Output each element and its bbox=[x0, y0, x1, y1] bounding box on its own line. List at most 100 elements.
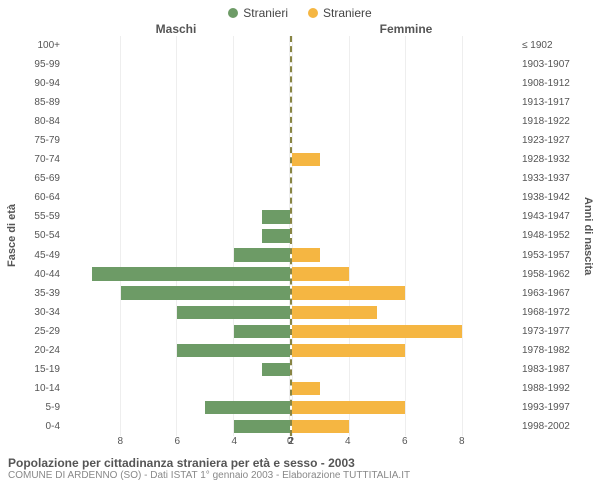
bar-female bbox=[292, 286, 405, 299]
x-tick: 4 bbox=[231, 436, 237, 447]
bar-male bbox=[262, 210, 290, 223]
bar-row-female bbox=[292, 265, 518, 284]
legend-male: Stranieri bbox=[228, 6, 288, 20]
bar-male bbox=[262, 363, 290, 376]
bar-row-female bbox=[292, 74, 518, 93]
birth-tick: 1968-1972 bbox=[522, 303, 580, 322]
birth-tick: 1998-2002 bbox=[522, 417, 580, 436]
legend: Stranieri Straniere bbox=[0, 0, 600, 22]
bar-row-male bbox=[64, 246, 290, 265]
bar-row-female bbox=[292, 55, 518, 74]
age-tick: 100+ bbox=[20, 36, 60, 55]
legend-female: Straniere bbox=[308, 6, 372, 20]
bar-row-male bbox=[64, 303, 290, 322]
age-tick: 40-44 bbox=[20, 265, 60, 284]
x-tick: 4 bbox=[345, 436, 351, 447]
x-tick: 6 bbox=[174, 436, 180, 447]
birth-ticks: ≤ 19021903-19071908-19121913-19171918-19… bbox=[518, 36, 580, 436]
birth-tick: 1943-1947 bbox=[522, 207, 580, 226]
bar-row-male bbox=[64, 74, 290, 93]
bar-row-male bbox=[64, 379, 290, 398]
bar-row-female bbox=[292, 379, 518, 398]
age-tick: 10-14 bbox=[20, 379, 60, 398]
bar-female bbox=[292, 420, 349, 433]
bar-row-male bbox=[64, 398, 290, 417]
birth-tick: 1993-1997 bbox=[522, 398, 580, 417]
bar-male bbox=[177, 344, 290, 357]
age-tick: 65-69 bbox=[20, 169, 60, 188]
bar-row-male bbox=[64, 55, 290, 74]
legend-female-label: Straniere bbox=[323, 6, 372, 20]
birth-tick: 1953-1957 bbox=[522, 246, 580, 265]
birth-tick: 1983-1987 bbox=[522, 360, 580, 379]
swatch-female bbox=[308, 8, 318, 18]
age-ticks: 100+95-9990-9485-8980-8475-7970-7465-696… bbox=[20, 36, 64, 436]
x-tick: 8 bbox=[117, 436, 123, 447]
swatch-male bbox=[228, 8, 238, 18]
bar-row-male bbox=[64, 322, 290, 341]
age-tick: 25-29 bbox=[20, 322, 60, 341]
birth-tick: 1908-1912 bbox=[522, 74, 580, 93]
bar-male bbox=[234, 420, 291, 433]
bar-row-female bbox=[292, 169, 518, 188]
bar-row-female bbox=[292, 150, 518, 169]
age-tick: 35-39 bbox=[20, 284, 60, 303]
bar-row-female bbox=[292, 112, 518, 131]
bar-row-male bbox=[64, 341, 290, 360]
x-tick: 2 bbox=[288, 436, 294, 447]
bar-row-male bbox=[64, 284, 290, 303]
bar-row-male bbox=[64, 150, 290, 169]
bar-row-male bbox=[64, 188, 290, 207]
birth-tick: 1928-1932 bbox=[522, 150, 580, 169]
female-panel bbox=[292, 36, 518, 436]
plot-area bbox=[64, 36, 518, 436]
age-tick: 20-24 bbox=[20, 341, 60, 360]
x-axis: 2468 0 2468 bbox=[0, 436, 600, 450]
bar-male bbox=[234, 248, 291, 261]
bar-row-female bbox=[292, 131, 518, 150]
birth-tick: 1978-1982 bbox=[522, 341, 580, 360]
age-tick: 70-74 bbox=[20, 150, 60, 169]
age-tick: 50-54 bbox=[20, 226, 60, 245]
bar-female bbox=[292, 401, 405, 414]
birth-tick: 1988-1992 bbox=[522, 379, 580, 398]
bar-male bbox=[262, 229, 290, 242]
bar-female bbox=[292, 248, 320, 261]
bar-female bbox=[292, 344, 405, 357]
age-tick: 90-94 bbox=[20, 74, 60, 93]
birth-tick: 1938-1942 bbox=[522, 188, 580, 207]
age-tick: 95-99 bbox=[20, 55, 60, 74]
bar-male bbox=[121, 286, 291, 299]
bar-row-male bbox=[64, 131, 290, 150]
bar-row-female bbox=[292, 246, 518, 265]
bar-row-female bbox=[292, 188, 518, 207]
male-panel bbox=[64, 36, 292, 436]
chart-title: Popolazione per cittadinanza straniera p… bbox=[8, 456, 592, 470]
y-axis-left-label: Fasce di età bbox=[4, 36, 20, 436]
bar-row-female bbox=[292, 207, 518, 226]
legend-male-label: Stranieri bbox=[243, 6, 288, 20]
age-tick: 55-59 bbox=[20, 207, 60, 226]
bar-male bbox=[177, 306, 290, 319]
bar-row-male bbox=[64, 417, 290, 436]
birth-tick: ≤ 1902 bbox=[522, 36, 580, 55]
x-tick: 8 bbox=[459, 436, 465, 447]
birth-tick: 1933-1937 bbox=[522, 169, 580, 188]
age-tick: 15-19 bbox=[20, 360, 60, 379]
bar-female bbox=[292, 325, 462, 338]
bar-female bbox=[292, 267, 349, 280]
bar-female bbox=[292, 382, 320, 395]
birth-tick: 1948-1952 bbox=[522, 226, 580, 245]
bar-male bbox=[92, 267, 290, 280]
y-axis-right-label: Anni di nascita bbox=[580, 36, 596, 436]
bar-row-male bbox=[64, 112, 290, 131]
header-male: Maschi bbox=[62, 22, 290, 36]
bar-row-female bbox=[292, 284, 518, 303]
birth-tick: 1913-1917 bbox=[522, 93, 580, 112]
bar-row-male bbox=[64, 36, 290, 55]
birth-tick: 1918-1922 bbox=[522, 112, 580, 131]
birth-tick: 1903-1907 bbox=[522, 55, 580, 74]
age-tick: 80-84 bbox=[20, 112, 60, 131]
header-female: Femmine bbox=[292, 22, 520, 36]
birth-tick: 1958-1962 bbox=[522, 265, 580, 284]
